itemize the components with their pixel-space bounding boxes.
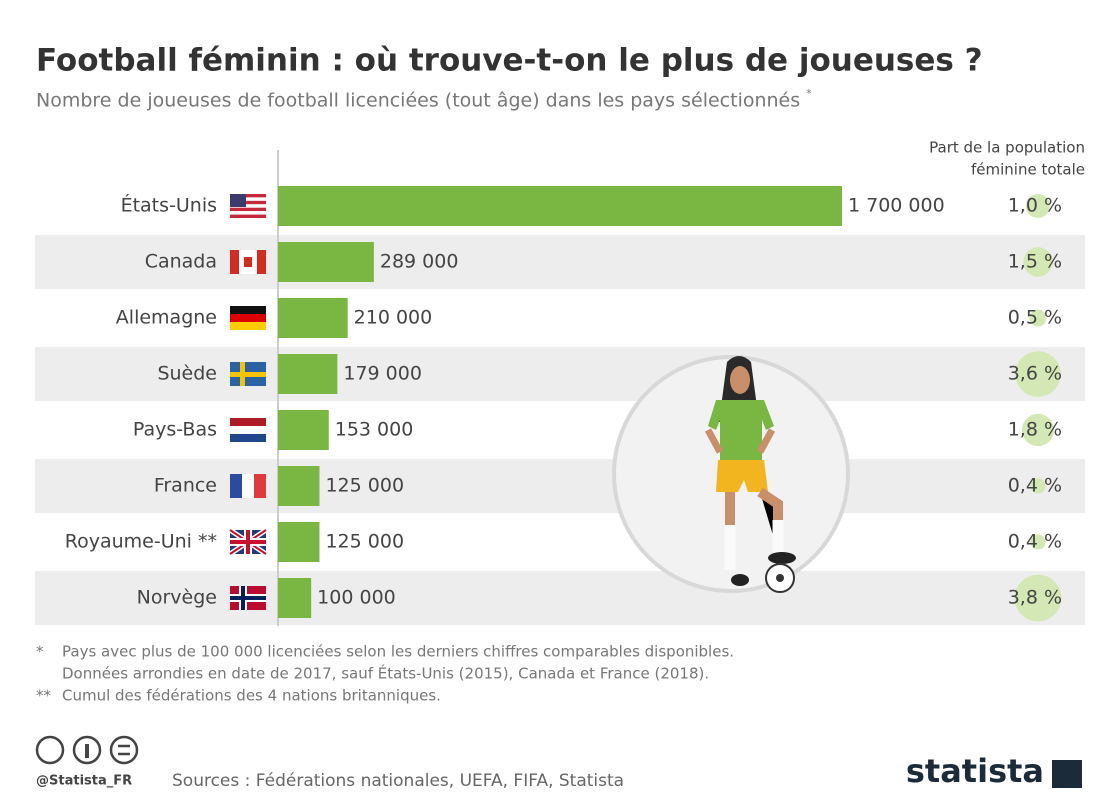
flag-part [230,314,266,322]
share-header: féminine totale [971,161,1085,179]
category-label: Suède [157,363,217,385]
category-label: Canada [145,251,217,273]
bar [278,298,348,338]
flag [230,530,266,554]
value-label: 179 000 [343,363,422,385]
flag-part [230,250,239,274]
footnote-mark: * [36,643,44,661]
bar [278,242,374,282]
footnote-mark: ** [36,687,52,705]
share-label: 3,6 % [1008,363,1062,385]
flag [230,418,266,442]
flag-part [254,474,266,498]
share-label: 3,8 % [1008,587,1062,609]
bar [278,522,319,562]
flag [230,250,266,274]
flag-part [230,372,266,377]
share-label: 1,8 % [1008,419,1062,441]
value-label: 153 000 [335,419,414,441]
share-label: 1,0 % [1008,195,1062,217]
flag-part [230,426,266,434]
flag [230,474,266,498]
flag-part [230,306,266,314]
value-label: 1 700 000 [848,195,945,217]
chart: Football féminin : où trouve-t-on le plu… [0,0,1097,798]
category-label: Norvège [137,587,217,609]
bar [278,186,842,226]
flag-part [230,211,266,214]
shoe [731,574,749,586]
category-label: Pays-Bas [133,419,217,441]
illustration [614,356,848,592]
flag-part [230,434,266,442]
value-label: 125 000 [325,475,404,497]
flag [230,306,266,330]
share-label: 0,4 % [1008,531,1062,553]
flag-part [230,596,266,600]
flag-part [230,418,266,426]
flag [230,586,266,610]
flag-part [230,215,266,218]
flag-part [242,474,254,498]
category-label: Allemagne [116,307,217,329]
brand-logo: statista [906,752,1044,790]
flag [230,194,266,218]
category-label: France [154,475,217,497]
flag [230,362,266,386]
bar [278,410,329,450]
value-label: 289 000 [380,251,459,273]
share-header: Part de la population [929,139,1085,157]
footnote-text: Cumul des fédérations des 4 nations brit… [62,687,441,705]
subtitle-mark: * [806,87,812,100]
ball-patch [776,574,784,582]
value-label: 125 000 [325,531,404,553]
flag-part [230,322,266,330]
flag-part [244,257,252,267]
flag-part [230,540,266,544]
bar [278,466,319,506]
share-label: 0,4 % [1008,475,1062,497]
share-label: 1,5 % [1008,251,1062,273]
chart-title: Football féminin : où trouve-t-on le plu… [36,43,983,79]
chart-subtitle: Nombre de joueuses de football licenciée… [36,90,800,112]
value-label: 100 000 [317,587,396,609]
value-label: 210 000 [354,307,433,329]
category-label: États-Unis [121,194,217,217]
handle: @Statista_FR [36,774,132,789]
flag-part [230,208,266,211]
category-label: Royaume-Uni ** [65,531,217,553]
bar [278,354,337,394]
flag-part [230,474,242,498]
footnote-text: Données arrondies en date de 2017, sauf … [62,664,709,683]
flag-part [257,250,266,274]
sources: Sources : Fédérations nationales, UEFA, … [172,771,624,791]
flag-part [230,194,246,207]
bar [278,578,311,618]
brand-icon [1052,760,1082,788]
share-label: 0,5 % [1008,307,1062,329]
footnote-text: Pays avec plus de 100 000 licenciées sel… [62,643,734,661]
head [730,366,750,394]
shoe [768,552,796,564]
